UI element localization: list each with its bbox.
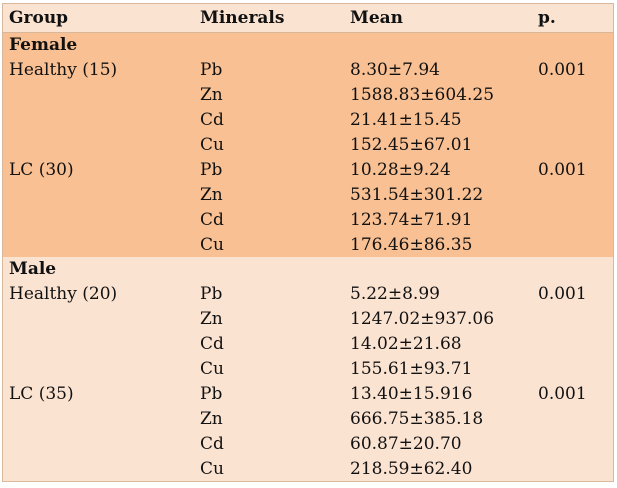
header-group: Group (9, 8, 69, 28)
section-title: Female (9, 35, 78, 56)
mean-cell: 14.02±21.68 (350, 334, 462, 355)
mean-cell: 8.30±7.94 (350, 60, 440, 81)
section-row: Male (3, 257, 613, 282)
table-row: Healthy (20) Pb 5.22±8.99 0.001 (3, 281, 613, 307)
p-value-cell: 0.001 (538, 60, 587, 81)
mineral-cell: Pb (200, 284, 223, 305)
table-row: Zn 1247.02±937.06 (3, 306, 613, 332)
mineral-cell: Zn (200, 184, 223, 205)
mean-cell: 1247.02±937.06 (350, 309, 495, 330)
mineral-cell: Zn (200, 408, 223, 429)
mean-cell: 155.61±93.71 (350, 359, 473, 380)
table-row: Cu 155.61±93.71 (3, 356, 613, 382)
table-row: Cd 123.74±71.91 (3, 207, 613, 233)
mineral-cell: Cu (200, 234, 224, 255)
table-row: Cd 60.87±20.70 (3, 431, 613, 457)
mean-cell: 5.22±8.99 (350, 284, 440, 305)
mean-cell: 123.74±71.91 (350, 209, 473, 230)
mean-cell: 176.46±86.35 (350, 234, 473, 255)
table-row: Zn 531.54±301.22 (3, 182, 613, 208)
table-header-row: Group Minerals Mean p. (3, 4, 613, 33)
mineral-cell: Cu (200, 135, 224, 155)
table-row: Cd 21.41±15.45 (3, 107, 613, 133)
mineral-cell: Cd (200, 334, 224, 355)
mean-cell: 218.59±62.40 (350, 458, 473, 479)
p-value-cell: 0.001 (538, 383, 587, 404)
table-row: Zn 666.75±385.18 (3, 406, 613, 432)
group-cell: Healthy (20) (9, 284, 118, 305)
mineral-cell: Cd (200, 110, 224, 131)
mean-cell: 21.41±15.45 (350, 110, 462, 131)
table-row: Cu 176.46±86.35 (3, 232, 613, 258)
mineral-cell: Zn (200, 309, 223, 330)
header-p: p. (538, 8, 556, 28)
mean-cell: 13.40±15.916 (350, 383, 473, 404)
table-row: Cd 14.02±21.68 (3, 331, 613, 357)
mean-cell: 1588.83±604.25 (350, 85, 495, 106)
mean-cell: 60.87±20.70 (350, 433, 462, 454)
header-mean: Mean (350, 8, 404, 28)
section-row: Female (3, 33, 613, 58)
table-row: Healthy (15) Pb 8.30±7.94 0.001 (3, 57, 613, 83)
table-row: Zn 1588.83±604.25 (3, 82, 613, 108)
p-value-cell: 0.001 (538, 159, 587, 180)
group-cell: LC (30) (9, 159, 74, 180)
mean-cell: 666.75±385.18 (350, 408, 484, 429)
group-cell: Healthy (15) (9, 60, 118, 81)
p-value-cell: 0.001 (538, 284, 587, 305)
group-cell: LC (35) (9, 383, 74, 404)
mineral-cell: Cd (200, 433, 224, 454)
mineral-cell: Pb (200, 159, 223, 180)
table-row: LC (30) Pb 10.28±9.24 0.001 (3, 157, 613, 183)
table-row: Cu 218.59±62.40 (3, 456, 613, 482)
table-row: LC (35) Pb 13.40±15.916 0.001 (3, 381, 613, 407)
mean-cell: 152.45±67.01 (350, 135, 473, 155)
table-row: Cu 152.45±67.01 (3, 132, 613, 158)
mineral-cell: Cu (200, 359, 224, 380)
mineral-cell: Pb (200, 383, 223, 404)
minerals-table: Group Minerals Mean p. Female Healthy (15… (2, 3, 614, 483)
mineral-cell: Cd (200, 209, 224, 230)
mineral-cell: Cu (200, 458, 224, 479)
section-title: Male (9, 259, 57, 280)
mineral-cell: Pb (200, 60, 223, 81)
table-body: Female Healthy (15) Pb 8.30±7.94 0.001 Zn 1588… (3, 33, 613, 482)
mineral-cell: Zn (200, 85, 223, 106)
header-minerals: Minerals (200, 8, 285, 28)
mean-cell: 531.54±301.22 (350, 184, 484, 205)
mean-cell: 10.28±9.24 (350, 159, 451, 180)
